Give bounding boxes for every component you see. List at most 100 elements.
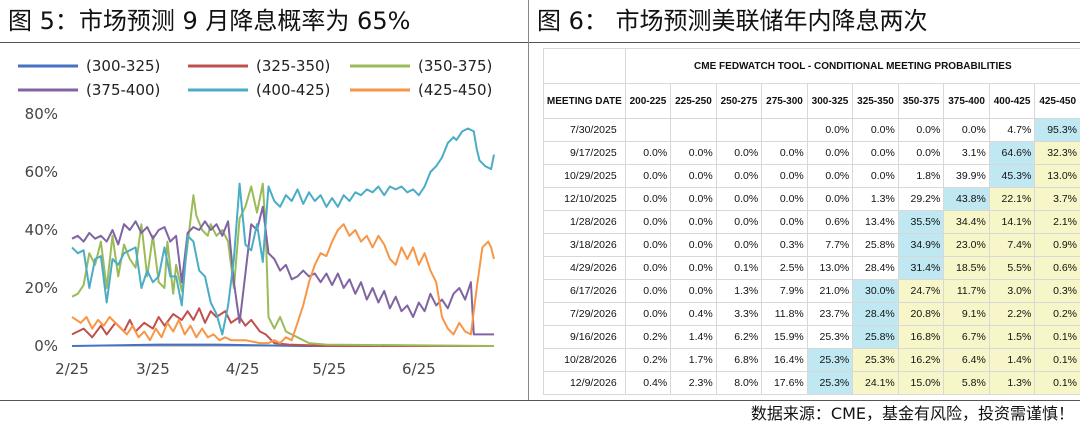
table-tool-title: CME FEDWATCH TOOL - CONDITIONAL MEETING … (624, 48, 1080, 84)
probability-cell: 0.0% (624, 279, 672, 303)
probability-cell: 1.3% (852, 187, 899, 211)
probability-cell: 0.9% (1034, 233, 1080, 257)
meeting-date-cell: 4/29/2026 (543, 256, 626, 280)
probability-cell: 6.8% (715, 348, 763, 372)
left-panel: 图 5：市场预测 9 月降息概率为 65% 0% 20% 40% 60% 80% 2/25… (0, 0, 528, 400)
probability-cell: 0.0% (715, 164, 763, 188)
probability-cell: 25.3% (806, 348, 854, 372)
legend-label: (375-400) (86, 81, 160, 99)
probability-cell: 23.0% (943, 233, 990, 257)
probability-cell: 0.0% (761, 141, 808, 165)
left-figure-title: 图 5：市场预测 9 月降息概率为 65% (8, 7, 411, 35)
legend-label: (400-425) (256, 81, 330, 99)
table-row: 9/16/2026 0.2% 1.4% 6.2% 15.9% 25.3% 25.8% 16.8… (543, 325, 1080, 349)
y-tick-label: 40% (25, 221, 58, 239)
y-tick-label: 0% (34, 337, 58, 355)
probability-cell: 1.7% (670, 348, 717, 372)
probability-cell: 29.2% (897, 187, 945, 211)
probability-cell: 0.0% (806, 187, 854, 211)
probability-cell: 13.0% (806, 256, 854, 280)
probability-cell: 16.2% (897, 348, 945, 372)
probability-cell: 0.0% (670, 279, 717, 303)
y-tick-label: 60% (25, 163, 58, 181)
probability-cell: 8.0% (715, 371, 763, 395)
probability-cell: 95.3% (1034, 118, 1080, 142)
probability-cell: 13.0% (1034, 164, 1080, 188)
probability-cell: 1.3% (715, 279, 763, 303)
right-panel: 图 6： 市场预测美联储年内降息两次 CME FEDWATCH TOOL - C… (528, 0, 1080, 400)
probability-cell: 0.0% (806, 164, 854, 188)
probability-cell: 0.0% (806, 118, 854, 142)
probability-cell: 0.0% (897, 118, 945, 142)
probability-cell: 0.0% (624, 210, 672, 234)
table-row: 6/17/2026 0.0% 0.0% 1.3% 7.9% 21.0% 30.0% 24.7%… (543, 279, 1080, 303)
probability-cell: 0.2% (624, 348, 672, 372)
table-row: 10/29/2025 0.0% 0.0% 0.0% 0.0% 0.0% 0.0% 1.8% 39… (543, 164, 1080, 188)
probability-cell: 16.8% (897, 325, 945, 349)
probability-cell: 0.0% (670, 187, 717, 211)
probability-cell: 6.2% (715, 325, 763, 349)
table-row: 10/28/2026 0.2% 1.7% 6.8% 16.4% 25.3% 25.3% 16.… (543, 348, 1080, 372)
probability-cell: 0.0% (624, 233, 672, 257)
probability-cell: 2.1% (1034, 210, 1080, 234)
probability-cell: 0.1% (715, 256, 763, 280)
probability-cell: 0.0% (624, 302, 672, 326)
y-tick-label: 80% (25, 105, 58, 123)
probability-cell: 7.9% (761, 279, 808, 303)
probability-cell: 0.0% (761, 164, 808, 188)
probability-cell: 30.0% (852, 279, 899, 303)
probability-cell: 31.4% (897, 256, 945, 280)
header-rate-range: 425-450 (1034, 83, 1080, 119)
probability-cell: 25.8% (852, 233, 899, 257)
table-row: 3/18/2026 0.0% 0.0% 0.0% 0.3% 7.7% 25.8% 34.9% 2… (543, 233, 1080, 257)
probability-cell: 3.1% (943, 141, 990, 165)
probability-cell (761, 118, 808, 142)
probability-cell: 6.7% (943, 325, 990, 349)
probability-cell: 0.0% (943, 118, 990, 142)
probability-cell: 0.0% (670, 164, 717, 188)
probability-cell: 25.3% (806, 371, 854, 395)
x-tick-label: 4/25 (226, 360, 260, 378)
probability-cell: 21.0% (806, 279, 854, 303)
probability-cell: 3.3% (715, 302, 763, 326)
table-row: 7/29/2026 0.0% 0.4% 3.3% 11.8% 23.7% 28.4% 20.8… (543, 302, 1080, 326)
fedwatch-table-wrap: CME FEDWATCH TOOL - CONDITIONAL MEETING … (543, 48, 1080, 400)
probability-cell: 43.8% (943, 187, 990, 211)
legend-label: (350-375) (418, 57, 492, 75)
probability-cell: 24.1% (852, 371, 899, 395)
probability-cell: 0.0% (852, 118, 899, 142)
header-rate-range: 275-300 (761, 83, 808, 119)
probability-cell: 9.1% (943, 302, 990, 326)
meeting-date-cell: 9/17/2025 (543, 141, 626, 165)
table-row: 9/17/2025 0.0% 0.0% 0.0% 0.0% 0.0% 0.0% 0.0% 3.1… (543, 141, 1080, 165)
probability-cell: 7.4% (988, 233, 1036, 257)
probability-cell: 13.4% (852, 210, 899, 234)
legend-label: (425-450) (418, 81, 492, 99)
probability-cell: 3.0% (988, 279, 1036, 303)
probability-cell: 18.5% (943, 256, 990, 280)
probability-cell: 34.4% (943, 210, 990, 234)
probability-cell: 6.4% (943, 348, 990, 372)
probability-cell: 0.0% (897, 141, 945, 165)
series-line (71, 182, 495, 347)
probability-cell: 23.7% (806, 302, 854, 326)
probability-cell: 11.8% (761, 302, 808, 326)
x-tick-label: 6/25 (402, 360, 436, 378)
probability-cell: 20.8% (897, 302, 945, 326)
probability-cell: 0.0% (624, 141, 672, 165)
meeting-date-cell: 10/28/2026 (543, 348, 626, 372)
right-title-rule (529, 42, 1080, 43)
probability-cell: 0.6% (1034, 256, 1080, 280)
fedwatch-table: CME FEDWATCH TOOL - CONDITIONAL MEETING … (543, 48, 1080, 395)
meeting-date-cell: 1/28/2026 (543, 210, 626, 234)
probability-cell: 7.7% (806, 233, 854, 257)
legend-label: (300-325) (86, 57, 160, 75)
probability-cell: 0.0% (761, 210, 808, 234)
probability-cell: 17.6% (761, 371, 808, 395)
probability-cell: 0.3% (1034, 279, 1080, 303)
probability-cell (670, 118, 717, 142)
x-tick-label: 2/25 (55, 360, 89, 378)
probability-cell: 0.0% (761, 187, 808, 211)
probability-cell: 0.0% (715, 141, 763, 165)
legend-label: (325-350) (256, 57, 330, 75)
